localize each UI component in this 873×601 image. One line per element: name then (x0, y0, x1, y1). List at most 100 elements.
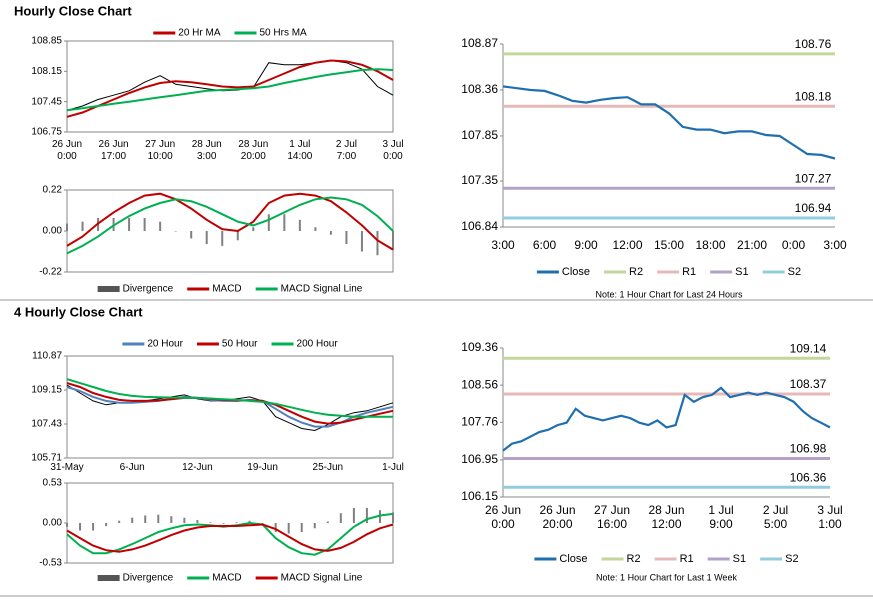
legend-label: Divergence (123, 284, 174, 295)
x-tick-label: 21:00 (736, 238, 768, 252)
x-tick-label: 9:00 (574, 238, 598, 252)
x-tick-label: 25-Jun (312, 462, 344, 473)
y-tick-label: 107.35 (461, 173, 498, 187)
x-tick-label: 3:00 (491, 238, 515, 252)
divergence-bar (190, 231, 193, 239)
x-tick-label: 26 Jun 17:00 (98, 139, 129, 162)
divergence-bar (170, 516, 173, 523)
divergence-bar (329, 231, 332, 235)
divergence-bar (298, 219, 301, 231)
series-line (66, 378, 393, 418)
x-tick-label: 1 Jul 9:00 (708, 503, 734, 531)
x-tick-label: 12:00 (612, 238, 643, 252)
legend-label: S1 (733, 553, 746, 565)
y-tick-label: 107.45 (31, 96, 62, 107)
divergence-bar (209, 522, 212, 523)
divergence-bar (345, 231, 348, 245)
divergence-bar (205, 231, 208, 245)
y-tick-label: 107.85 (461, 128, 498, 142)
level-label: 107.27 (795, 171, 832, 185)
series-line (66, 192, 394, 251)
divergence-bar (378, 510, 381, 523)
x-tick-label: 27 Jun 10:00 (145, 139, 176, 162)
legend-label: R1 (682, 266, 696, 278)
level-label: 108.76 (795, 37, 832, 51)
x-tick-label: 2 Jul 7:00 (335, 139, 357, 162)
x-tick-label: 2 Jul 5:00 (762, 503, 789, 531)
series-line (66, 523, 394, 553)
legend-label: Close (559, 553, 587, 565)
divergence-bar (159, 221, 162, 231)
x-tick-label: 12-Jun (182, 462, 213, 473)
legend: Divergence MACD MACD Signal Line (97, 573, 363, 584)
divergence-bar (81, 221, 84, 231)
series-line (66, 68, 394, 112)
legend-label: R2 (627, 553, 641, 565)
section-title: Hourly Close Chart (14, 3, 132, 18)
series-line (66, 196, 394, 255)
divergence-bar (376, 231, 379, 256)
divergence-bar (196, 519, 199, 523)
series-line (502, 85, 836, 160)
divergence-bar (392, 231, 394, 250)
legend-label: S2 (788, 266, 801, 278)
legend: 20 Hour 50 Hour 200 Hour (122, 339, 338, 350)
divergence-bar (274, 523, 277, 533)
divergence-bar (222, 523, 225, 524)
legend-label: MACD Signal Line (281, 573, 363, 584)
legend-label: S1 (735, 266, 748, 278)
x-tick-label: 1-Jul (382, 462, 404, 473)
divergence-bar (128, 217, 131, 231)
divergence-bar (261, 523, 264, 524)
divergence-bar (221, 231, 224, 246)
divergence-bar (143, 217, 146, 231)
chart-note: Note: 1 Hour Chart for Last 24 Hours (595, 289, 743, 299)
y-tick-label: 108.85 (31, 36, 62, 47)
y-tick-label: 0.00 (43, 518, 63, 529)
plot-frame (66, 40, 394, 133)
legend-swatch (97, 286, 120, 292)
section-title: 4 Hourly Close Chart (14, 304, 143, 319)
y-tick-label: 109.36 (461, 340, 498, 354)
divergence-bar (287, 523, 290, 534)
divergence-bar (283, 214, 286, 231)
divergence-bar (248, 520, 251, 523)
legend-label: MACD (212, 573, 241, 584)
legend-label: 50 Hour (222, 339, 258, 350)
divergence-bar (326, 521, 329, 523)
chart-note: Note: 1 Hour Chart for Last 1 Week (596, 572, 737, 582)
divergence-bar (144, 515, 147, 523)
divergence-bar (118, 520, 121, 523)
legend-label: 20 Hour (147, 339, 183, 350)
x-tick-label: 15:00 (653, 238, 685, 252)
y-tick-label: 109.15 (31, 385, 62, 396)
series-line (66, 384, 394, 432)
divergence-bar (105, 523, 108, 527)
y-tick-label: 108.15 (31, 66, 62, 77)
x-tick-label: 6:00 (532, 238, 557, 252)
legend-label: Divergence (123, 573, 174, 584)
y-tick-label: 108.87 (461, 36, 498, 50)
divergence-bar (352, 507, 355, 523)
divergence-bar (174, 231, 177, 232)
legend-label: 200 Hour (297, 339, 339, 350)
series-line (502, 386, 831, 452)
x-tick-label: 3 Jul 0:00 (382, 139, 404, 162)
divergence-bar (365, 507, 368, 523)
y-tick-label: 107.43 (31, 419, 62, 430)
x-tick-label: 27 Jun 16:00 (593, 503, 631, 531)
divergence-bar (314, 227, 317, 231)
y-tick-label: 106.15 (461, 489, 498, 503)
x-tick-label: 31-May (50, 462, 84, 473)
y-tick-label: 107.76 (461, 414, 498, 428)
legend-label: 50 Hrs MA (260, 28, 308, 39)
divergence-bar (313, 523, 316, 529)
divergence-bar (252, 227, 255, 231)
y-tick-label: -0.22 (39, 267, 62, 278)
y-tick-label: 0.00 (43, 226, 63, 237)
divergence-bar (66, 223, 68, 231)
level-label: 108.18 (795, 89, 832, 103)
x-tick-label: 18:00 (695, 238, 726, 252)
divergence-bar (267, 214, 270, 231)
